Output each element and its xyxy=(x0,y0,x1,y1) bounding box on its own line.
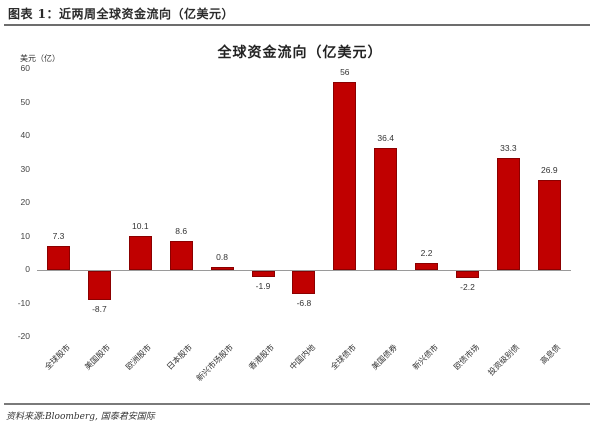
y-tick-label: -20 xyxy=(17,331,30,341)
bar xyxy=(87,271,111,301)
y-tick-label: 40 xyxy=(20,130,30,140)
y-tick-label: 50 xyxy=(20,96,30,107)
y-tick-label: -10 xyxy=(17,297,30,308)
y-tick-label: 10 xyxy=(20,230,30,241)
bar xyxy=(169,241,193,270)
bar-value-label: -6.8 xyxy=(296,297,312,308)
bar xyxy=(415,262,439,270)
x-category-label: 新兴债市 xyxy=(410,342,440,372)
x-category-label: 美国债券 xyxy=(369,342,399,372)
y-axis-unit-label: 美元（亿） xyxy=(20,54,60,63)
bar-value-label: 33.3 xyxy=(500,143,517,154)
y-tick-label: 0 xyxy=(25,264,30,274)
bar-value-label: 7.3 xyxy=(52,230,65,241)
x-category-label: 美国股市 xyxy=(83,342,113,372)
x-category-label: 投资级别债 xyxy=(486,342,522,378)
x-category-label: 欧洲股市 xyxy=(124,342,154,372)
bar-value-label: -8.7 xyxy=(92,304,107,315)
bar xyxy=(537,179,561,270)
y-tick-label: 60 xyxy=(20,63,30,73)
header-divider xyxy=(4,24,590,26)
x-category-label: 全球债市 xyxy=(328,342,358,372)
bar-value-label: -2.2 xyxy=(460,282,475,293)
bar-value-label: 2.2 xyxy=(420,247,433,258)
x-category-label: 香港股市 xyxy=(247,342,277,372)
bar xyxy=(128,236,152,270)
bar xyxy=(47,245,70,270)
chart-title: 全球资金流向（亿美元） xyxy=(217,45,383,61)
source-note: 资料来源:Bloomberg, 国泰君安国际 xyxy=(6,412,155,422)
bar-value-label: -1.9 xyxy=(255,281,271,292)
bar xyxy=(374,148,398,270)
figure-title: 图表 1：近两周全球资金流向（亿美元） xyxy=(8,7,235,21)
bar xyxy=(210,267,234,270)
y-tick-label: 30 xyxy=(20,163,30,174)
x-category-label: 高息债 xyxy=(539,342,563,367)
x-category-label: 中国内地 xyxy=(287,342,317,372)
bar xyxy=(333,82,357,270)
bar-value-label: 56 xyxy=(340,67,350,78)
y-tick-label: 20 xyxy=(20,197,30,207)
bar-value-label: 0.8 xyxy=(216,252,228,263)
x-category-label: 新兴市场股市 xyxy=(194,342,236,384)
footer-divider xyxy=(4,403,590,405)
bar xyxy=(456,271,479,279)
x-category-label: 全球股市 xyxy=(42,342,72,372)
x-category-label: 欧债市场 xyxy=(451,342,481,372)
bar xyxy=(292,271,316,294)
bar-value-label: 8.6 xyxy=(175,226,188,237)
bar-value-label: 36.4 xyxy=(377,133,394,144)
bar-value-label: 10.1 xyxy=(132,221,149,232)
x-category-label: 日本股市 xyxy=(165,342,195,372)
bar xyxy=(496,158,520,270)
bar-value-label: 26.9 xyxy=(541,164,558,175)
bar xyxy=(251,271,275,278)
zero-baseline xyxy=(37,270,571,271)
